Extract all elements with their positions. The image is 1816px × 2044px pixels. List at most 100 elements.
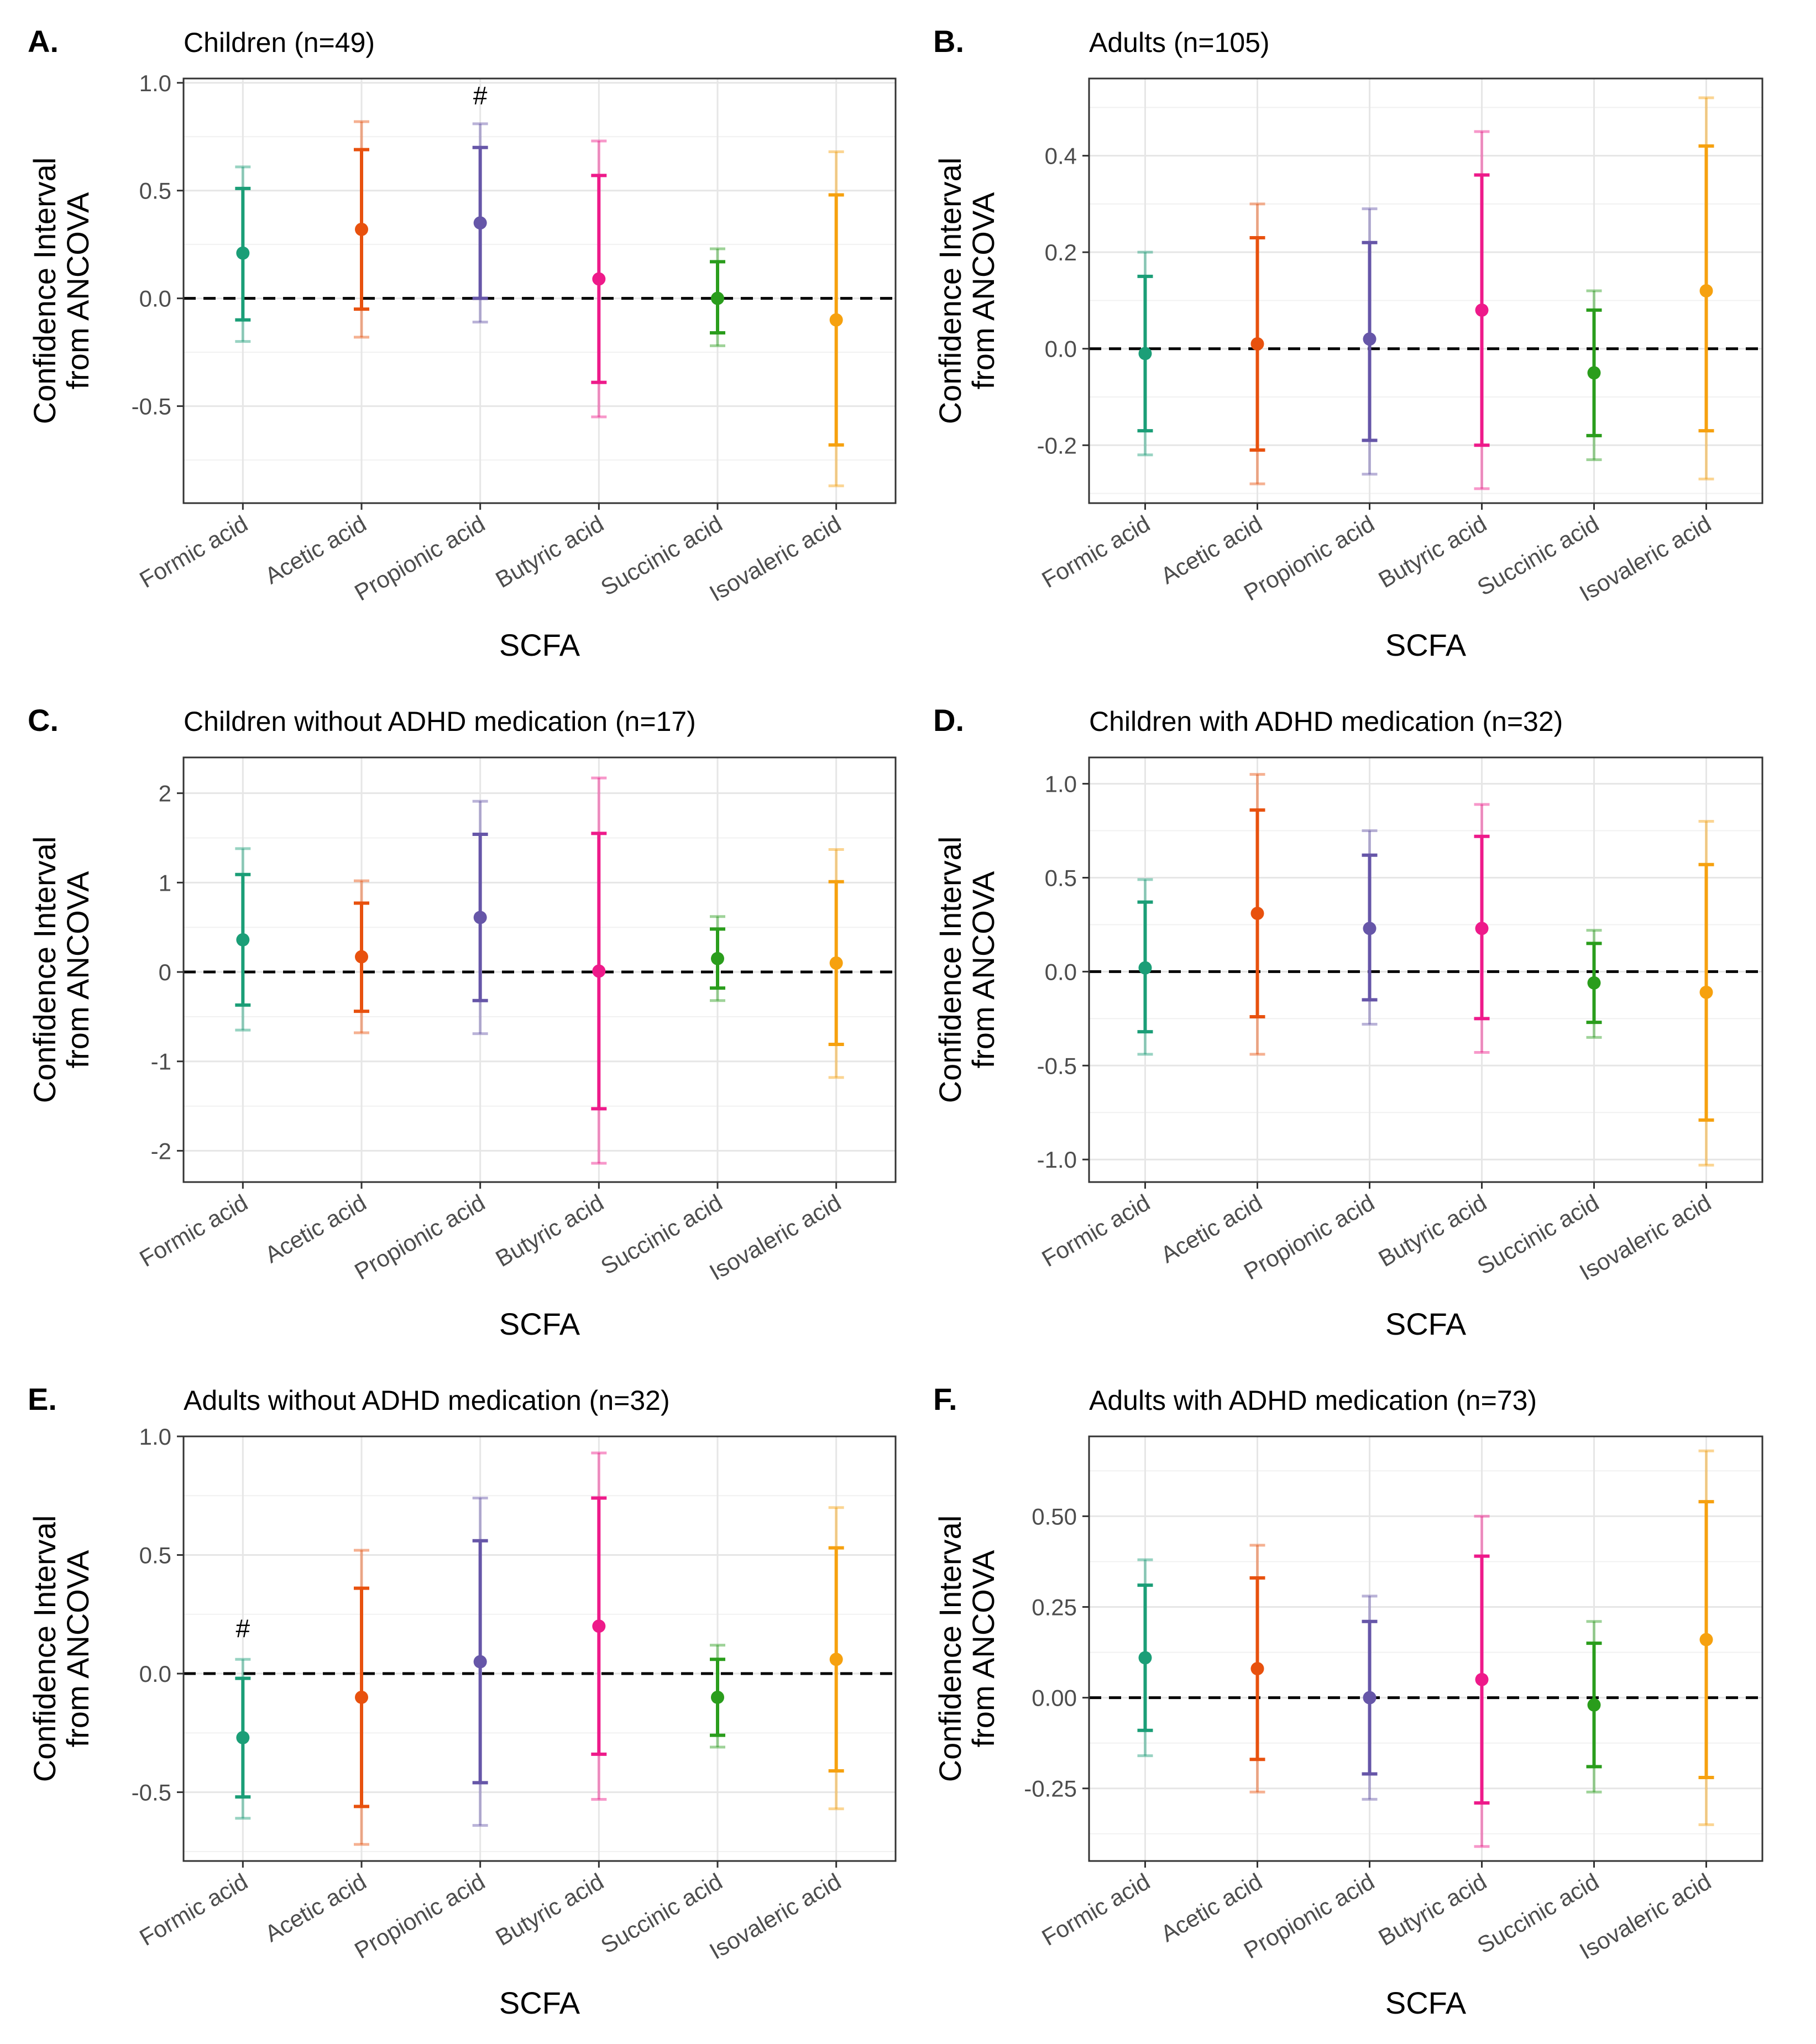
estimate-point: [1250, 907, 1264, 921]
estimate-point: [1363, 1691, 1377, 1705]
y-tick-label: -2: [151, 1138, 171, 1164]
estimate-point: [236, 1731, 250, 1744]
y-tick-label: 0.2: [1045, 239, 1077, 265]
y-tick-label: 0.0: [1045, 959, 1077, 985]
x-tick-label: Formic acid: [135, 510, 252, 593]
estimate-point: [473, 216, 487, 230]
y-axis-title-line2: from ANCOVA: [966, 1550, 1001, 1747]
estimate-point: [1250, 337, 1264, 351]
estimate-point: [355, 950, 368, 964]
plot-background: [184, 1436, 896, 1861]
x-tick-label: Isovaleric acid: [705, 1189, 845, 1285]
x-tick-label: Isovaleric acid: [705, 1868, 845, 1964]
estimate-point: [355, 222, 368, 236]
y-axis-title-line1: Confidence Interval: [27, 158, 62, 425]
y-tick-label: -0.5: [132, 1780, 171, 1806]
panel-title: Adults with ADHD medication (n=73): [1089, 1385, 1537, 1416]
plot-frame: [182, 1435, 897, 1862]
x-axis-title: SCFA: [1385, 1985, 1467, 2020]
x-tick-label: Butyric acid: [491, 1868, 608, 1951]
significance-marker: #: [473, 81, 488, 110]
y-tick-label: 1.0: [139, 1424, 171, 1450]
y-tick-label: 2: [159, 781, 171, 807]
estimate-point: [1363, 332, 1377, 346]
y-axis-title-line1: Confidence Interval: [933, 1515, 967, 1782]
estimate-point: [1587, 976, 1601, 990]
x-tick-label: Isovaleric acid: [705, 510, 845, 607]
x-axis-title: SCFA: [1385, 1306, 1467, 1341]
estimate-point: [1138, 1651, 1152, 1665]
panel-title: Children without ADHD medication (n=17): [184, 706, 696, 737]
estimate-point: [711, 1690, 724, 1704]
y-tick-label: -0.25: [1024, 1776, 1077, 1802]
x-tick-label: Butyric acid: [491, 1189, 608, 1272]
y-axis-title-line1: Confidence Interval: [933, 158, 967, 425]
estimate-point: [829, 313, 843, 327]
y-axis-title-line2: from ANCOVA: [60, 871, 95, 1068]
estimate-point: [1699, 284, 1713, 297]
panel-title: Children with ADHD medication (n=32): [1089, 706, 1563, 737]
y-tick-label: 1.0: [139, 70, 171, 96]
x-tick-label: Propionic acid: [350, 510, 489, 606]
panel-e: E. Adults without ADHD medication (n=32) #…: [27, 1382, 897, 2020]
x-tick-label: Acetic acid: [260, 510, 370, 589]
y-tick-label: -1.0: [1037, 1147, 1077, 1173]
y-tick-label: -0.5: [132, 394, 171, 420]
panel-letter: F.: [933, 1382, 957, 1416]
estimate-point: [355, 1690, 368, 1704]
x-tick-label: Propionic acid: [350, 1868, 489, 1964]
y-tick-label: 0.00: [1032, 1685, 1077, 1711]
estimate-point: [1475, 1672, 1489, 1686]
plot-frame: [1088, 756, 1763, 1183]
estimate-point: [236, 933, 250, 947]
panel-c: C. Children without ADHD medication (n=17…: [27, 703, 897, 1341]
plot-frame: [182, 77, 897, 504]
y-axis-title-line1: Confidence Interval: [27, 1515, 62, 1782]
panel-letter: B.: [933, 24, 964, 59]
panel-title: Adults without ADHD medication (n=32): [184, 1385, 670, 1416]
estimate-point: [1587, 366, 1601, 380]
y-tick-label: 0.0: [1045, 336, 1077, 362]
y-tick-label: -0.5: [1037, 1053, 1077, 1079]
x-tick-label: Butyric acid: [491, 510, 608, 593]
y-tick-label: 0.5: [1045, 865, 1077, 891]
plot-frame: [182, 756, 897, 1183]
y-axis-title-line2: from ANCOVA: [966, 871, 1001, 1068]
y-tick-label: 0.5: [139, 1543, 171, 1569]
plot-background: [184, 79, 896, 503]
panel-letter: A.: [28, 24, 59, 59]
estimate-point: [1475, 303, 1489, 317]
y-tick-label: 0.50: [1032, 1503, 1077, 1529]
y-tick-label: 0.4: [1045, 143, 1077, 169]
estimate-point: [1138, 961, 1152, 975]
estimate-point: [592, 964, 606, 978]
panel-d: D. Children with ADHD medication (n=32) 1.…: [933, 703, 1763, 1341]
plot-background: [1089, 79, 1762, 503]
y-axis-title-line1: Confidence Interval: [27, 837, 62, 1104]
x-tick-label: Acetic acid: [260, 1868, 370, 1947]
y-axis-title-line2: from ANCOVA: [60, 1550, 95, 1747]
panel-title: Children (n=49): [184, 27, 375, 58]
estimate-point: [829, 956, 843, 970]
y-axis-title-line2: from ANCOVA: [60, 192, 95, 389]
x-tick-label: Butyric acid: [1374, 510, 1491, 593]
x-tick-label: Acetic acid: [260, 1189, 370, 1268]
y-tick-label: 1: [159, 870, 171, 896]
panel-letter: E.: [28, 1382, 57, 1416]
x-tick-label: Formic acid: [1038, 510, 1154, 593]
x-tick-label: Formic acid: [135, 1189, 252, 1272]
panel-f: F. Adults with ADHD medication (n=73) 0.50…: [933, 1382, 1763, 2020]
y-tick-label: -1: [151, 1049, 171, 1075]
plot-background: [184, 757, 896, 1182]
estimate-point: [592, 1619, 606, 1633]
estimate-point: [592, 272, 606, 286]
estimate-point: [1250, 1662, 1264, 1676]
x-axis-title: SCFA: [499, 1306, 580, 1341]
y-axis-title-line2: from ANCOVA: [966, 192, 1001, 389]
y-tick-label: 1.0: [1045, 771, 1077, 797]
plot-background: [1089, 1436, 1762, 1861]
x-tick-label: Formic acid: [135, 1868, 252, 1951]
estimate-point: [711, 952, 724, 965]
y-tick-label: -0.2: [1037, 432, 1077, 458]
estimate-point: [1363, 922, 1377, 935]
